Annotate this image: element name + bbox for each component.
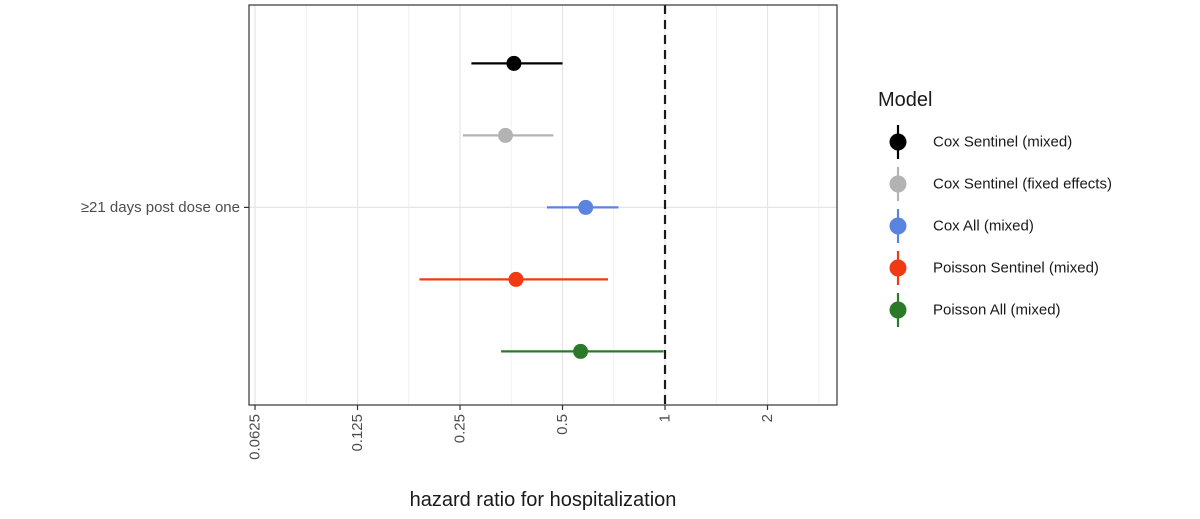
legend-title: Model xyxy=(878,89,932,111)
x-tick-label: 0.125 xyxy=(349,414,366,452)
minor-gridlines xyxy=(305,5,820,405)
point-estimate xyxy=(508,271,524,287)
x-tick-label: 1 xyxy=(657,414,674,422)
legend-label: Cox All (mixed) xyxy=(933,218,1034,235)
x-tick-label: 0.5 xyxy=(554,414,571,435)
legend-key-point xyxy=(889,133,907,151)
plot-panel-background xyxy=(249,5,837,405)
x-axis-title: hazard ratio for hospitalization xyxy=(410,489,677,511)
legend-key-point xyxy=(889,175,907,193)
x-tick-label: 2 xyxy=(759,414,776,422)
data-marks xyxy=(419,55,664,359)
y-tick-label: ≥21 days post dose one xyxy=(81,199,240,216)
legend-label: Poisson Sentinel (mixed) xyxy=(933,260,1099,277)
legend-label: Cox Sentinel (fixed effects) xyxy=(933,176,1112,193)
x-tick-label: 0.0625 xyxy=(247,414,264,460)
point-estimate xyxy=(497,127,513,143)
legend-key-point xyxy=(889,301,907,319)
legend-key-point xyxy=(889,217,907,235)
legend-label: Poisson All (mixed) xyxy=(933,302,1061,319)
point-estimate xyxy=(506,55,522,71)
y-axis: ≥21 days post dose one xyxy=(81,199,249,216)
plot-panel-border xyxy=(248,4,838,406)
x-tick-label: 0.25 xyxy=(452,414,469,443)
legend-key-point xyxy=(889,259,907,277)
legend-label: Cox Sentinel (mixed) xyxy=(933,134,1072,151)
point-estimate xyxy=(578,199,594,215)
legend: Model Cox Sentinel (mixed) Cox Sentinel (… xyxy=(878,89,1112,327)
point-estimate xyxy=(573,343,589,359)
x-axis: 0.0625 0.125 0.25 0.5 1 2 xyxy=(247,405,776,460)
